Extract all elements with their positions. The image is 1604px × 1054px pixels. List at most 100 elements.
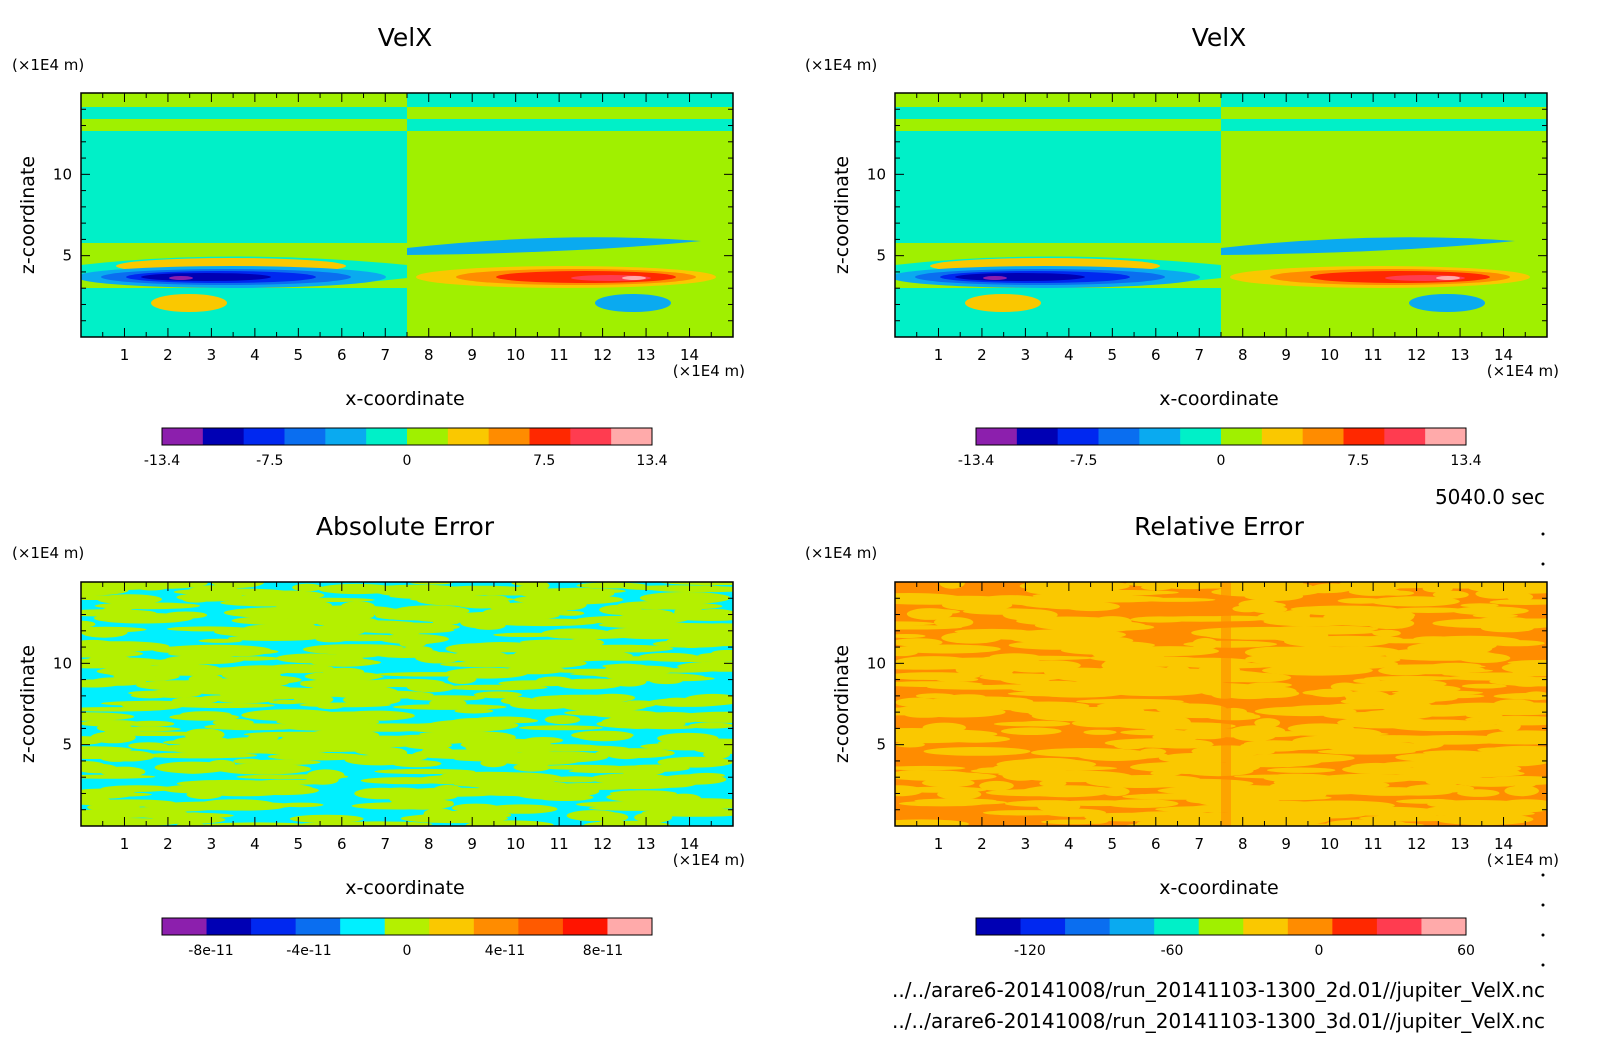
z-tick-label: 10	[53, 165, 72, 183]
x-tick-label: 1	[934, 835, 944, 853]
colorbar-swatch	[1098, 428, 1140, 445]
x-tick-label: 9	[1281, 835, 1291, 853]
x-tick-label: 14	[1494, 346, 1513, 364]
x-tick-label: 11	[1364, 346, 1383, 364]
z-axis-title: z-coordinate	[17, 645, 39, 763]
colorbar-swatch	[447, 428, 490, 445]
x-tick-label: 7	[380, 835, 390, 853]
colorbar-swatch	[162, 918, 208, 935]
colorbar-tick-label: 0	[403, 453, 412, 469]
z-unit-label: (×1E4 m)	[805, 544, 877, 562]
colorbar-tick-label: -7.5	[256, 453, 283, 469]
noise-pattern	[895, 582, 1547, 826]
x-tick-label: 13	[637, 835, 656, 853]
x-axis: 1 2 3 4 5 6 7 8 9 10 11 12 13 14	[80, 582, 734, 853]
colorbar-swatch	[607, 918, 653, 935]
colorbar-swatch	[976, 428, 1018, 445]
x-tick-label: 2	[163, 835, 173, 853]
colorbar-tick-label: 7.5	[533, 453, 555, 469]
z-tick-label: 5	[62, 247, 72, 265]
x-axis-title: x-coordinate	[345, 388, 464, 410]
z-unit-label: (×1E4 m)	[12, 56, 84, 74]
colorbar-swatch	[562, 918, 608, 935]
colorbar-swatch	[1243, 918, 1289, 935]
x-tick-label: 6	[337, 835, 347, 853]
colorbar-swatch	[518, 918, 564, 935]
colorbar-tick-label: 8e-11	[583, 943, 623, 959]
colorbar-tick-label: -120	[1014, 943, 1046, 959]
x-tick-label: 12	[1407, 835, 1426, 853]
colorbar-swatch	[284, 428, 326, 445]
x-tick-label: 5	[294, 346, 304, 364]
x-tick-label: 13	[1451, 346, 1470, 364]
x-tick-label: 8	[424, 346, 434, 364]
x-unit-label: (×1E4 m)	[673, 362, 745, 380]
x-axis: 1 2 3 4 5 6 7 8 9 10 11 12 13 14	[894, 93, 1548, 364]
colorbar-swatch	[1376, 918, 1422, 935]
x-tick-label: 5	[1108, 346, 1118, 364]
colorbar-swatch	[473, 918, 519, 935]
colorbar-tick-label: 7.5	[1347, 453, 1369, 469]
panel-velx-left: VelX (×1E4 m)	[12, 23, 745, 469]
colorbar-swatch	[488, 428, 530, 445]
colorbar-swatch	[1109, 918, 1155, 935]
z-tick-label: 5	[876, 247, 886, 265]
colorbar-tick-label: -4e-11	[286, 943, 331, 959]
colorbar-swatch	[1384, 428, 1426, 445]
colorbar-tick-label: -60	[1161, 943, 1184, 959]
x-tick-label: 4	[1064, 835, 1074, 853]
colorbar-frame	[975, 427, 1467, 446]
x-tick-label: 3	[207, 346, 217, 364]
file-path-1: ../../arare6-20141008/run_20141103-1300_…	[892, 978, 1545, 1002]
colorbar-tick-label: -13.4	[958, 453, 994, 469]
panel-relative-error: Relative Error (×1E4 m) 1 2 3 4 5 6 7 8 9 10 11 12 1…	[805, 512, 1559, 959]
x-tick-label: 12	[593, 346, 612, 364]
colorbar-swatch	[570, 428, 612, 445]
heatmap-absolute-error	[81, 582, 733, 826]
colorbar-swatch	[1154, 918, 1200, 935]
colorbar-swatch	[1261, 428, 1304, 445]
x-tick-label: 4	[250, 346, 260, 364]
colorbar-tick-label: 0	[1315, 943, 1324, 959]
x-tick-label: 2	[977, 835, 987, 853]
colorbar-tick-label: 13.4	[636, 453, 667, 469]
x-tick-label: 14	[680, 835, 699, 853]
x-tick-label: 9	[1281, 346, 1291, 364]
colorbar-swatch	[529, 428, 571, 445]
time-label: 5040.0 sec	[1435, 485, 1545, 509]
panel-absolute-error: Absolute Error (×1E4 m) 1 2 3 4 5 6 7 8 9 10 11 12 1…	[12, 512, 745, 959]
colorbar-swatch	[251, 918, 297, 935]
colorbar-swatch	[206, 918, 252, 935]
x-tick-label: 1	[934, 346, 944, 364]
z-tick-label: 10	[867, 654, 886, 672]
file-path-2: ../../arare6-20141008/run_20141103-1300_…	[892, 1009, 1545, 1033]
x-tick-label: 14	[1494, 835, 1513, 853]
z-tick-label: 10	[53, 654, 72, 672]
z-tick-label: 5	[876, 736, 886, 754]
colorbar-swatch	[611, 428, 653, 445]
colorbar-frame	[161, 427, 653, 446]
x-tick-label: 3	[1021, 835, 1031, 853]
colorbar-swatch	[243, 428, 285, 445]
z-axis-title: z-coordinate	[17, 156, 39, 274]
x-tick-label: 6	[1151, 346, 1161, 364]
colorbar-tick-label: 13.4	[1450, 453, 1481, 469]
x-tick-label: 7	[1194, 346, 1204, 364]
colorbar-swatch	[384, 918, 430, 935]
x-tick-label: 8	[1238, 346, 1248, 364]
colorbar: -13.4 -7.5 0 7.5 13.4	[144, 427, 668, 469]
panel-title: VelX	[378, 23, 433, 52]
panel-velx-right: VelX (×1E4 m)	[805, 23, 1559, 469]
x-axis: 1 2 3 4 5 6 7 8 9 10 11 12 13 14	[894, 582, 1548, 853]
colorbar-swatch	[1421, 918, 1467, 935]
colorbar: -13.4 -7.5 0 7.5 13.4	[958, 427, 1482, 469]
colorbar-frame	[975, 917, 1467, 936]
x-tick-label: 8	[1238, 835, 1248, 853]
panel-title: VelX	[1192, 23, 1247, 52]
x-axis-title: x-coordinate	[345, 877, 464, 899]
colorbar-swatch	[325, 428, 367, 445]
colorbar-swatch	[1221, 428, 1263, 445]
z-unit-label: (×1E4 m)	[12, 544, 84, 562]
colorbar-frame	[161, 917, 653, 936]
